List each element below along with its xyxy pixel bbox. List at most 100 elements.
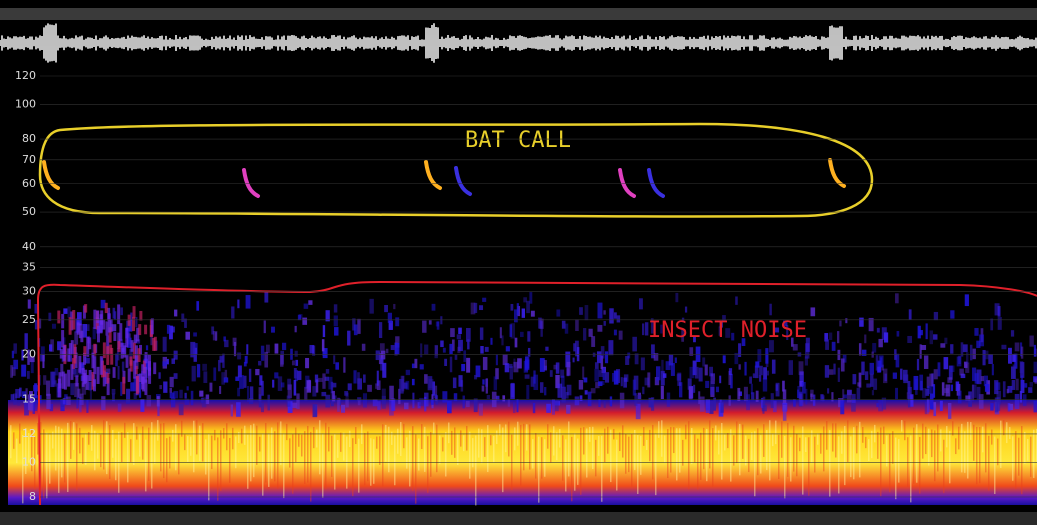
noise-stripe xyxy=(532,439,534,468)
noise-speck xyxy=(49,344,52,351)
noise-stripe xyxy=(583,427,585,454)
noise-stripe xyxy=(1027,439,1029,461)
noise-speck xyxy=(328,377,332,390)
noise-speck xyxy=(353,370,356,383)
noise-speck xyxy=(763,378,767,391)
noise-stripe xyxy=(352,438,354,496)
tick-label: 60 xyxy=(22,177,36,190)
noise-stripe xyxy=(481,429,483,463)
noise-speck xyxy=(61,314,64,328)
noise-stripe xyxy=(409,431,411,487)
noise-speck xyxy=(57,341,61,350)
noise-stripe xyxy=(781,421,783,457)
noise-speck xyxy=(173,391,178,398)
noise-speck xyxy=(900,369,902,380)
noise-speck xyxy=(101,300,106,308)
noise-stripe xyxy=(586,429,588,478)
noise-stripe xyxy=(169,437,171,469)
noise-speck xyxy=(294,380,297,396)
noise-speck xyxy=(120,382,122,396)
noise-speck xyxy=(963,344,968,352)
noise-speck xyxy=(645,378,650,386)
noise-stripe xyxy=(619,433,621,451)
noise-speck xyxy=(67,370,70,387)
noise-speck xyxy=(113,332,116,341)
noise-speck xyxy=(103,365,106,377)
noise-stripe xyxy=(502,428,504,493)
noise-speck xyxy=(981,376,984,381)
noise-speck xyxy=(429,379,434,388)
noise-stripe xyxy=(553,426,555,455)
noise-speck xyxy=(474,375,477,379)
noise-stripe xyxy=(556,432,558,460)
tick-label: 12 xyxy=(22,427,36,440)
noise-speck xyxy=(907,336,912,343)
noise-stripe xyxy=(322,434,324,498)
noise-speck xyxy=(841,358,845,371)
noise-speck xyxy=(866,383,870,387)
noise-speck xyxy=(444,359,447,366)
noise-speck xyxy=(614,330,617,336)
noise-speck xyxy=(66,397,71,406)
noise-speck xyxy=(466,401,470,407)
noise-stripe xyxy=(607,427,609,454)
noise-speck xyxy=(926,323,928,339)
noise-speck xyxy=(1011,330,1014,336)
noise-stripe xyxy=(637,435,639,494)
noise-stripe xyxy=(784,436,786,498)
noise-stripe xyxy=(325,423,327,489)
noise-speck xyxy=(480,346,483,354)
noise-speck xyxy=(811,307,816,316)
noise-speck xyxy=(264,321,266,334)
noise-speck xyxy=(720,402,723,413)
noise-speck xyxy=(909,309,912,319)
noise-stripe xyxy=(70,421,72,459)
noise-stripe xyxy=(1015,431,1017,489)
noise-speck xyxy=(483,357,488,370)
noise-stripe xyxy=(601,436,603,502)
noise-speck xyxy=(272,380,274,388)
noise-stripe xyxy=(880,427,882,496)
noise-speck xyxy=(525,357,529,368)
noise-speck xyxy=(424,374,428,384)
annotation: INSECT NOISE xyxy=(648,318,807,343)
noise-speck xyxy=(80,331,83,342)
noise-speck xyxy=(75,375,78,386)
noise-speck xyxy=(575,319,579,331)
noise-speck xyxy=(517,303,519,315)
noise-speck xyxy=(637,395,641,402)
noise-speck xyxy=(140,399,144,412)
noise-stripe xyxy=(694,434,696,462)
noise-speck xyxy=(343,357,345,372)
noise-speck xyxy=(878,339,882,347)
noise-stripe xyxy=(505,424,507,452)
noise-speck xyxy=(957,357,962,367)
noise-speck xyxy=(354,324,358,335)
noise-stripe xyxy=(130,439,132,462)
noise-speck xyxy=(145,352,148,363)
noise-speck xyxy=(872,390,874,395)
noise-stripe xyxy=(916,424,918,483)
noise-stripe xyxy=(721,423,723,480)
noise-speck xyxy=(557,384,562,398)
noise-stripe xyxy=(493,436,495,463)
noise-stripe xyxy=(241,429,243,444)
noise-stripe xyxy=(190,437,192,456)
noise-speck xyxy=(632,337,637,352)
noise-stripe xyxy=(85,433,87,464)
noise-speck xyxy=(1007,389,1009,393)
noise-stripe xyxy=(577,439,579,485)
noise-speck xyxy=(357,319,360,334)
noise-stripe xyxy=(298,434,300,447)
noise-stripe xyxy=(901,420,903,432)
noise-stripe xyxy=(943,440,945,493)
noise-speck xyxy=(859,343,862,355)
noise-speck xyxy=(271,327,275,333)
noise-speck xyxy=(202,397,207,407)
noise-speck xyxy=(192,366,196,382)
noise-stripe xyxy=(790,437,792,481)
noise-speck xyxy=(294,368,297,378)
noise-stripe xyxy=(448,423,450,444)
noise-stripe xyxy=(853,427,855,479)
noise-speck xyxy=(997,391,1002,405)
